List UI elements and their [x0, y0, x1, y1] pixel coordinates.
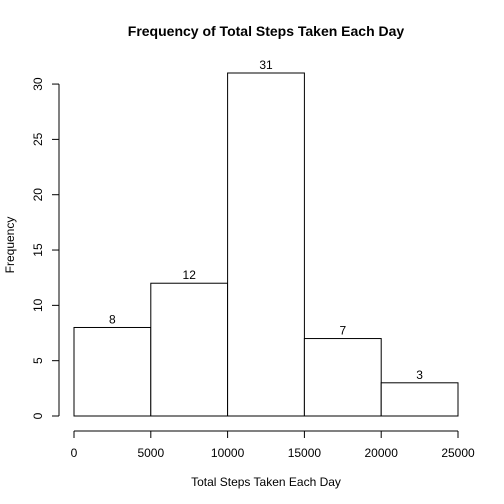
bars-group [73, 72, 459, 417]
bar-5 [380, 382, 459, 417]
x-tick-label: 10000 [211, 446, 245, 460]
x-tick-label: 5000 [137, 446, 164, 460]
x-tick-label: 25000 [441, 446, 475, 460]
bar-1 [73, 326, 152, 417]
bar-3 [227, 72, 305, 417]
bar-4 [303, 338, 382, 417]
y-tick-label: 0 [31, 412, 45, 419]
y-tick-label: 15 [31, 243, 45, 257]
bar-count-label: 31 [259, 58, 273, 72]
x-axis: 0 5000 10000 15000 20000 25000 [71, 430, 475, 460]
bar-count-label: 8 [109, 312, 116, 326]
x-tick-label: 15000 [288, 446, 322, 460]
y-tick-label: 25 [31, 132, 45, 146]
y-tick-label: 10 [31, 298, 45, 312]
chart-title: Frequency of Total Steps Taken Each Day [128, 23, 405, 39]
y-tick-label: 5 [31, 357, 45, 364]
bar-2 [150, 282, 229, 417]
y-axis-label: Frequency [3, 217, 17, 274]
y-tick-label: 20 [31, 188, 45, 202]
bar-labels-group: 8 12 31 7 3 [109, 58, 423, 382]
bar-count-label: 7 [339, 324, 346, 338]
y-axis: 0 5 10 15 20 25 30 [31, 77, 60, 419]
x-tick-label: 20000 [365, 446, 399, 460]
x-axis-label: Total Steps Taken Each Day [191, 475, 341, 489]
x-tick-label: 0 [71, 446, 78, 460]
bar-count-label: 3 [416, 368, 423, 382]
bar-count-label: 12 [183, 268, 197, 282]
y-tick-label: 30 [31, 77, 45, 91]
